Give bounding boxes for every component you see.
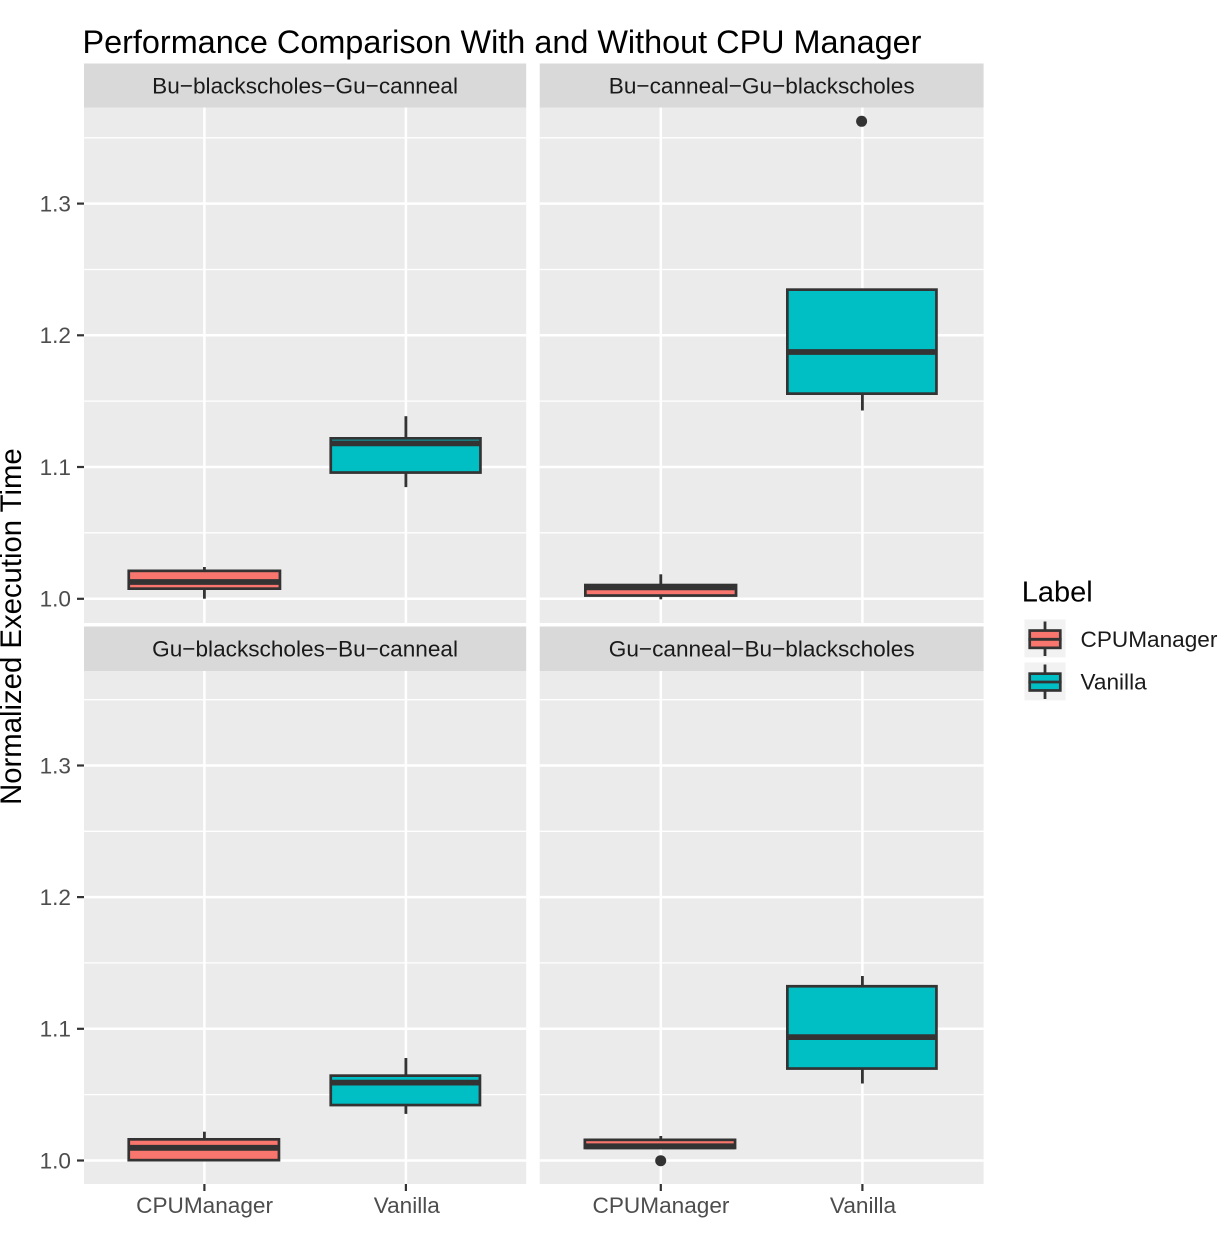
svg-text:Performance Comparison With an: Performance Comparison With and Without …	[83, 24, 922, 60]
svg-text:Gu−canneal−Bu−blackscholes: Gu−canneal−Bu−blackscholes	[609, 637, 915, 662]
svg-text:1.0: 1.0	[40, 1148, 71, 1173]
svg-text:Bu−canneal−Gu−blackscholes: Bu−canneal−Gu−blackscholes	[609, 74, 915, 99]
svg-text:1.3: 1.3	[40, 753, 71, 778]
svg-text:CPUManager: CPUManager	[593, 1193, 730, 1218]
svg-text:1.3: 1.3	[40, 191, 71, 216]
svg-text:Vanilla: Vanilla	[1081, 670, 1148, 695]
svg-text:Normalized Execution Time: Normalized Execution Time	[0, 448, 28, 805]
svg-text:Vanilla: Vanilla	[374, 1193, 441, 1218]
svg-text:Vanilla: Vanilla	[830, 1193, 897, 1218]
svg-text:1.1: 1.1	[40, 455, 71, 480]
svg-text:CPUManager: CPUManager	[136, 1193, 273, 1218]
svg-text:1.0: 1.0	[40, 587, 71, 612]
svg-text:1.2: 1.2	[40, 885, 71, 910]
svg-text:1.2: 1.2	[40, 323, 71, 348]
svg-text:Gu−blackscholes−Bu−canneal: Gu−blackscholes−Bu−canneal	[152, 637, 458, 662]
svg-text:Label: Label	[1022, 577, 1093, 609]
svg-text:CPUManager: CPUManager	[1081, 627, 1218, 652]
svg-text:1.1: 1.1	[40, 1017, 71, 1042]
svg-text:Bu−blackscholes−Gu−canneal: Bu−blackscholes−Gu−canneal	[152, 74, 458, 99]
